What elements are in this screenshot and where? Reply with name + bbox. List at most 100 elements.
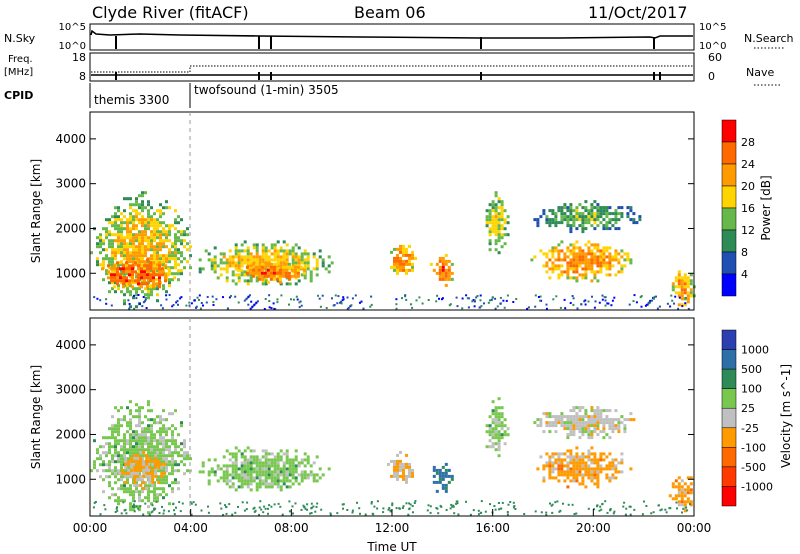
scatter-cell — [624, 513, 627, 516]
data-cell — [275, 277, 279, 281]
data-cell — [150, 490, 153, 494]
scatter-cell — [163, 509, 166, 512]
data-cell — [258, 482, 262, 486]
y-tick-label: 1000 — [55, 266, 86, 280]
data-cell — [123, 257, 126, 261]
data-cell — [680, 488, 684, 492]
data-cell — [587, 452, 591, 456]
data-cell — [183, 245, 186, 249]
data-cell — [282, 258, 286, 262]
data-cell — [148, 471, 152, 475]
data-cell — [174, 218, 177, 222]
data-cell — [135, 439, 138, 443]
data-cell — [581, 464, 585, 468]
data-cell — [210, 470, 214, 474]
scatter-cell — [277, 502, 280, 505]
data-cell — [141, 454, 144, 458]
data-cell — [135, 215, 138, 219]
data-cell — [258, 255, 262, 259]
scatter-cell — [551, 511, 554, 514]
data-cell — [156, 299, 159, 303]
data-cell — [441, 474, 445, 478]
data-cell — [677, 294, 681, 298]
data-cell — [135, 424, 138, 428]
data-cell — [123, 415, 126, 419]
scatter-cell — [270, 505, 273, 508]
scatter-cell — [320, 508, 323, 511]
data-cell — [593, 206, 597, 210]
data-cell — [572, 249, 576, 253]
data-cell — [294, 449, 298, 453]
data-cell — [593, 409, 597, 413]
data-cell — [599, 249, 603, 253]
data-cell — [587, 433, 591, 437]
data-cell — [399, 262, 402, 266]
data-cell — [141, 215, 144, 219]
data-cell — [551, 218, 555, 222]
data-cell — [393, 268, 396, 272]
data-cell — [168, 269, 171, 273]
data-cell — [590, 418, 594, 422]
data-cell — [593, 252, 597, 256]
data-cell — [303, 452, 307, 456]
scatter-cell — [172, 304, 175, 306]
data-cell — [587, 467, 591, 471]
data-cell — [153, 245, 156, 249]
data-cell — [251, 268, 255, 272]
scatter-cell — [212, 304, 215, 306]
scatter-cell — [165, 298, 168, 301]
data-cell — [272, 262, 276, 266]
data-cell — [288, 473, 292, 477]
data-cell — [596, 458, 600, 462]
scatter-cell — [246, 501, 249, 504]
data-cell — [123, 418, 126, 422]
data-cell — [171, 439, 174, 443]
scatter-cell — [429, 505, 432, 508]
data-cell — [129, 203, 132, 207]
data-cell — [99, 233, 102, 237]
data-cell — [593, 415, 597, 419]
scatter-cell — [681, 305, 684, 308]
data-cell — [122, 276, 125, 280]
data-cell — [260, 271, 264, 275]
data-cell — [114, 406, 117, 410]
data-cell — [134, 261, 137, 265]
data-cell — [120, 454, 123, 458]
scatter-cell — [114, 511, 117, 513]
data-cell — [575, 261, 579, 265]
data-cell — [150, 233, 153, 237]
data-cell — [548, 473, 552, 477]
data-cell — [566, 221, 570, 225]
data-cell — [285, 252, 289, 256]
data-cell — [171, 272, 174, 276]
data-cell — [144, 442, 147, 446]
data-cell — [614, 209, 618, 213]
data-cell — [117, 427, 120, 431]
data-cell — [138, 409, 141, 413]
data-cell — [123, 469, 126, 473]
data-cell — [276, 264, 280, 268]
nsky-trace — [90, 29, 693, 39]
data-cell — [312, 473, 316, 477]
data-cell — [396, 459, 399, 463]
scatter-cell — [155, 500, 158, 503]
data-cell — [126, 448, 129, 452]
data-cell — [123, 197, 126, 201]
data-cell — [599, 215, 603, 219]
data-cell — [551, 452, 555, 456]
data-cell — [689, 279, 693, 283]
data-cell — [686, 297, 690, 301]
data-cell — [156, 454, 159, 458]
data-cell — [563, 421, 567, 425]
data-cell — [578, 424, 582, 428]
ground-scatter — [92, 500, 691, 516]
scatter-cell — [360, 300, 363, 303]
data-cell — [167, 267, 170, 271]
velocity-ylabel: Slant Range [km] — [29, 365, 43, 469]
scatter-cell — [647, 303, 650, 306]
data-cell — [186, 454, 189, 458]
data-cell — [114, 481, 117, 485]
data-cell — [677, 503, 681, 507]
data-cell — [584, 415, 588, 419]
data-cell — [578, 427, 582, 431]
